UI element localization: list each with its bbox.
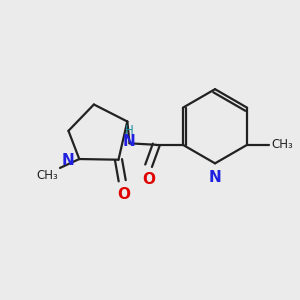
Text: CH₃: CH₃ — [272, 138, 293, 151]
Text: N: N — [123, 134, 136, 149]
Text: CH₃: CH₃ — [37, 169, 58, 182]
Text: N: N — [209, 170, 221, 185]
Text: O: O — [142, 172, 155, 187]
Text: N: N — [61, 153, 74, 168]
Text: O: O — [117, 187, 130, 202]
Text: H: H — [125, 124, 134, 137]
